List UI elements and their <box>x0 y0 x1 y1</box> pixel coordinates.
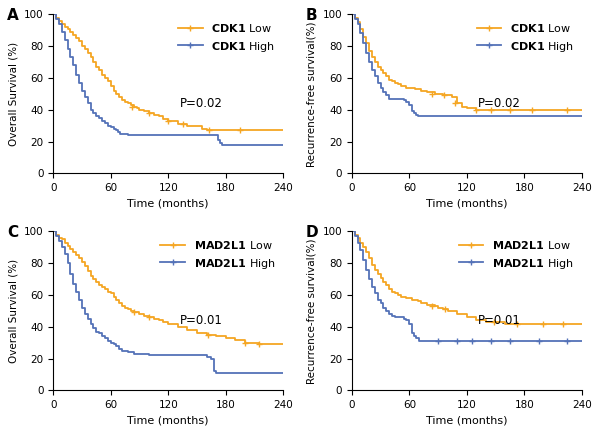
Y-axis label: Recurrence-free survival(%): Recurrence-free survival(%) <box>307 21 317 167</box>
Text: P=0.01: P=0.01 <box>478 314 521 327</box>
Text: D: D <box>306 225 319 240</box>
Y-axis label: Overall Survival (%): Overall Survival (%) <box>8 42 19 146</box>
Legend: $\mathbf{CDK1}$ Low, $\mathbf{CDK1}$ High: $\mathbf{CDK1}$ Low, $\mathbf{CDK1}$ Hig… <box>176 20 278 56</box>
Text: C: C <box>7 225 19 240</box>
Legend: $\mathbf{CDK1}$ Low, $\mathbf{CDK1}$ High: $\mathbf{CDK1}$ Low, $\mathbf{CDK1}$ Hig… <box>475 20 576 56</box>
Text: P=0.02: P=0.02 <box>478 97 521 110</box>
X-axis label: Time (months): Time (months) <box>127 199 209 209</box>
Legend: $\mathbf{MAD2L1}$ Low, $\mathbf{MAD2L1}$ High: $\mathbf{MAD2L1}$ Low, $\mathbf{MAD2L1}$… <box>457 237 576 273</box>
Text: B: B <box>306 8 317 23</box>
Y-axis label: Recurrence-free survival(%): Recurrence-free survival(%) <box>307 238 317 384</box>
Legend: $\mathbf{MAD2L1}$ Low, $\mathbf{MAD2L1}$ High: $\mathbf{MAD2L1}$ Low, $\mathbf{MAD2L1}$… <box>158 237 278 273</box>
X-axis label: Time (months): Time (months) <box>426 416 508 426</box>
X-axis label: Time (months): Time (months) <box>127 416 209 426</box>
Y-axis label: Overall Survival (%): Overall Survival (%) <box>8 259 19 363</box>
X-axis label: Time (months): Time (months) <box>426 199 508 209</box>
Text: P=0.01: P=0.01 <box>180 314 223 327</box>
Text: A: A <box>7 8 19 23</box>
Text: P=0.02: P=0.02 <box>180 97 223 110</box>
